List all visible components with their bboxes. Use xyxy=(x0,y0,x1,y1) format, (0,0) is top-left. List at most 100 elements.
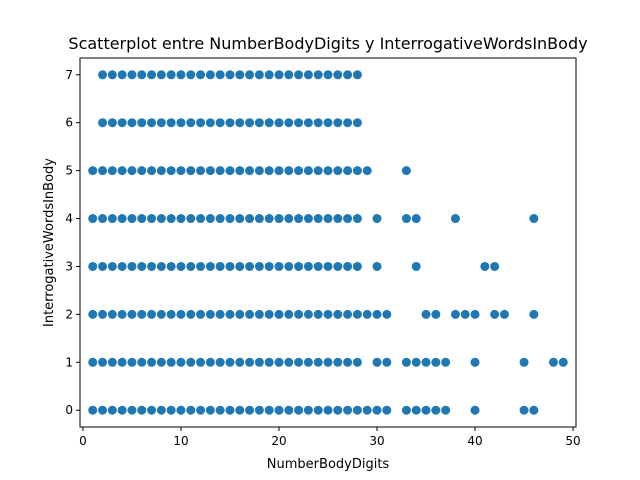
data-point xyxy=(303,214,313,224)
data-point xyxy=(480,261,490,271)
data-point xyxy=(343,166,353,176)
x-tick-label: 30 xyxy=(369,434,384,448)
data-point xyxy=(127,357,137,367)
data-point xyxy=(303,357,313,367)
data-point xyxy=(333,70,343,80)
data-point xyxy=(294,405,304,415)
data-point xyxy=(186,118,196,128)
data-point xyxy=(205,214,215,224)
data-point xyxy=(186,214,196,224)
data-point xyxy=(284,357,294,367)
data-point xyxy=(235,357,245,367)
data-point xyxy=(343,118,353,128)
data-point xyxy=(382,357,392,367)
data-point xyxy=(294,357,304,367)
data-point xyxy=(529,214,539,224)
data-point xyxy=(156,309,166,319)
data-point xyxy=(117,261,127,271)
data-point xyxy=(333,118,343,128)
data-point xyxy=(107,118,117,128)
data-point xyxy=(117,70,127,80)
data-point xyxy=(166,309,176,319)
data-point xyxy=(235,70,245,80)
data-point xyxy=(107,357,117,367)
data-point xyxy=(313,214,323,224)
data-point xyxy=(156,70,166,80)
data-point xyxy=(254,118,264,128)
data-point xyxy=(117,357,127,367)
data-point xyxy=(196,166,206,176)
data-point xyxy=(186,405,196,415)
data-point xyxy=(411,214,421,224)
data-point xyxy=(274,309,284,319)
y-tick-label: 1 xyxy=(65,355,73,369)
data-point xyxy=(333,214,343,224)
data-point xyxy=(127,309,137,319)
data-point xyxy=(303,309,313,319)
data-point xyxy=(333,261,343,271)
data-point xyxy=(98,261,108,271)
data-point xyxy=(294,166,304,176)
data-point xyxy=(490,261,500,271)
data-point xyxy=(313,118,323,128)
data-point xyxy=(401,214,411,224)
data-point xyxy=(147,357,157,367)
data-point xyxy=(362,166,372,176)
data-point xyxy=(274,70,284,80)
data-point xyxy=(117,405,127,415)
data-point xyxy=(441,405,451,415)
data-point xyxy=(294,70,304,80)
data-point xyxy=(421,405,431,415)
data-point xyxy=(176,166,186,176)
data-point xyxy=(117,166,127,176)
data-point xyxy=(254,261,264,271)
data-point xyxy=(215,70,225,80)
data-point xyxy=(372,309,382,319)
data-point xyxy=(137,309,147,319)
y-tick-label: 3 xyxy=(65,259,73,273)
data-point xyxy=(205,357,215,367)
data-point xyxy=(284,166,294,176)
data-point xyxy=(401,405,411,415)
data-point xyxy=(264,309,274,319)
data-point xyxy=(274,261,284,271)
data-point xyxy=(303,70,313,80)
data-point xyxy=(215,261,225,271)
data-point xyxy=(264,118,274,128)
data-point xyxy=(245,166,255,176)
data-point xyxy=(186,70,196,80)
data-point xyxy=(401,166,411,176)
data-point xyxy=(323,261,333,271)
data-point xyxy=(147,309,157,319)
data-point xyxy=(323,405,333,415)
y-axis-label: InterrogativeWordsInBody xyxy=(42,158,57,327)
data-point xyxy=(333,357,343,367)
y-tick-label: 5 xyxy=(65,164,73,178)
data-point xyxy=(98,118,108,128)
data-point xyxy=(303,261,313,271)
data-point xyxy=(431,357,441,367)
data-point xyxy=(313,309,323,319)
data-point xyxy=(245,261,255,271)
data-point xyxy=(196,118,206,128)
data-point xyxy=(303,118,313,128)
data-point xyxy=(313,166,323,176)
data-point xyxy=(431,309,441,319)
data-point xyxy=(254,166,264,176)
data-point xyxy=(196,405,206,415)
data-point xyxy=(352,70,362,80)
data-point xyxy=(88,357,98,367)
data-point xyxy=(147,214,157,224)
chart-title: Scatterplot entre NumberBodyDigits y Int… xyxy=(68,34,587,53)
data-point xyxy=(343,357,353,367)
data-point xyxy=(431,405,441,415)
data-point xyxy=(264,166,274,176)
data-point xyxy=(196,214,206,224)
data-point xyxy=(176,214,186,224)
data-point xyxy=(186,261,196,271)
data-point xyxy=(352,357,362,367)
data-point xyxy=(254,309,264,319)
data-point xyxy=(254,214,264,224)
data-point xyxy=(196,309,206,319)
